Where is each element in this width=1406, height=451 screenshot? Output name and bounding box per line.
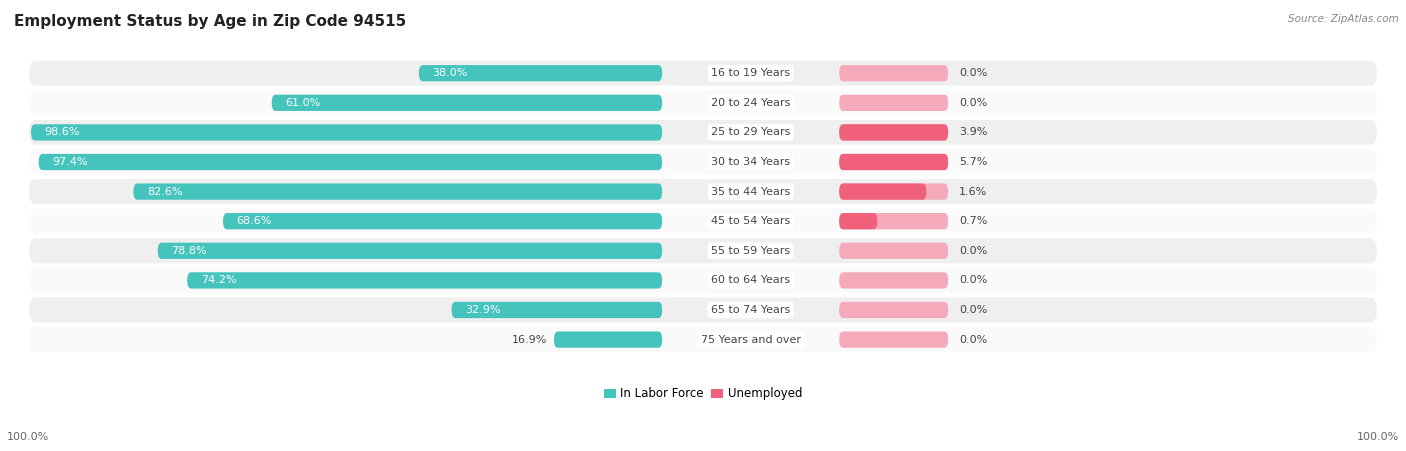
FancyBboxPatch shape [839,154,948,170]
FancyBboxPatch shape [839,154,948,170]
Text: 0.0%: 0.0% [959,246,987,256]
FancyBboxPatch shape [30,120,1376,145]
FancyBboxPatch shape [271,95,662,111]
Text: 30 to 34 Years: 30 to 34 Years [711,157,790,167]
Text: 82.6%: 82.6% [148,187,183,197]
Text: 3.9%: 3.9% [959,127,987,138]
FancyBboxPatch shape [554,331,662,348]
FancyBboxPatch shape [839,331,948,348]
Text: 32.9%: 32.9% [465,305,501,315]
Text: Source: ZipAtlas.com: Source: ZipAtlas.com [1288,14,1399,23]
Text: 0.7%: 0.7% [959,216,987,226]
FancyBboxPatch shape [839,184,948,200]
FancyBboxPatch shape [30,268,1376,293]
Text: 25 to 29 Years: 25 to 29 Years [711,127,790,138]
Text: 60 to 64 Years: 60 to 64 Years [711,276,790,285]
FancyBboxPatch shape [39,154,662,170]
Text: 75 Years and over: 75 Years and over [700,335,800,345]
FancyBboxPatch shape [224,213,662,230]
Text: 38.0%: 38.0% [433,68,468,78]
FancyBboxPatch shape [30,327,1376,352]
FancyBboxPatch shape [839,124,948,141]
Text: Employment Status by Age in Zip Code 94515: Employment Status by Age in Zip Code 945… [14,14,406,28]
Text: 16 to 19 Years: 16 to 19 Years [711,68,790,78]
Text: 0.0%: 0.0% [959,276,987,285]
FancyBboxPatch shape [30,61,1376,86]
FancyBboxPatch shape [839,302,948,318]
Text: 45 to 54 Years: 45 to 54 Years [711,216,790,226]
Text: 100.0%: 100.0% [7,432,49,442]
FancyBboxPatch shape [839,243,948,259]
FancyBboxPatch shape [157,243,662,259]
Legend: In Labor Force, Unemployed: In Labor Force, Unemployed [599,382,807,405]
Text: 5.7%: 5.7% [959,157,987,167]
FancyBboxPatch shape [839,184,927,200]
FancyBboxPatch shape [30,298,1376,322]
FancyBboxPatch shape [30,239,1376,263]
Text: 98.6%: 98.6% [45,127,80,138]
FancyBboxPatch shape [134,184,662,200]
FancyBboxPatch shape [839,213,877,230]
FancyBboxPatch shape [31,124,662,141]
Text: 16.9%: 16.9% [512,335,547,345]
Text: 100.0%: 100.0% [1357,432,1399,442]
FancyBboxPatch shape [30,179,1376,204]
FancyBboxPatch shape [839,95,948,111]
FancyBboxPatch shape [839,213,948,230]
Text: 74.2%: 74.2% [201,276,236,285]
Text: 55 to 59 Years: 55 to 59 Years [711,246,790,256]
FancyBboxPatch shape [451,302,662,318]
Text: 0.0%: 0.0% [959,305,987,315]
Text: 0.0%: 0.0% [959,98,987,108]
Text: 97.4%: 97.4% [52,157,89,167]
FancyBboxPatch shape [30,150,1376,175]
FancyBboxPatch shape [30,209,1376,234]
FancyBboxPatch shape [839,124,948,141]
Text: 78.8%: 78.8% [172,246,207,256]
FancyBboxPatch shape [419,65,662,81]
FancyBboxPatch shape [187,272,662,289]
Text: 65 to 74 Years: 65 to 74 Years [711,305,790,315]
FancyBboxPatch shape [839,65,948,81]
Text: 68.6%: 68.6% [236,216,271,226]
Text: 20 to 24 Years: 20 to 24 Years [711,98,790,108]
FancyBboxPatch shape [30,90,1376,115]
Text: 1.6%: 1.6% [959,187,987,197]
FancyBboxPatch shape [839,272,948,289]
Text: 0.0%: 0.0% [959,335,987,345]
Text: 0.0%: 0.0% [959,68,987,78]
Text: 61.0%: 61.0% [285,98,321,108]
Text: 35 to 44 Years: 35 to 44 Years [711,187,790,197]
